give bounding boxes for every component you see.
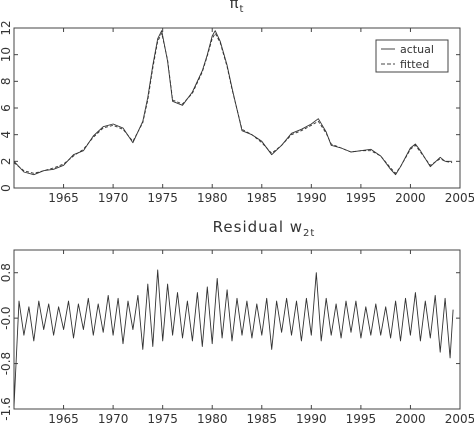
top-y-tick-label: 6: [0, 104, 13, 112]
bottom-x-tick-label: 1980: [197, 412, 228, 426]
top-x-tick-label: 1980: [197, 191, 228, 205]
bottom-x-tick-label: 1995: [346, 412, 377, 426]
top-x-tick-label: 1965: [48, 191, 79, 205]
top-x-tick-label: 1970: [98, 191, 129, 205]
legend-box: [375, 39, 449, 73]
bottom-y-tick-label: -0.0: [0, 306, 13, 329]
bottom-x-tick-label: 1965: [48, 412, 79, 426]
bottom-y-tick-label: -0.8: [0, 352, 13, 375]
bottom-chart-title-subscript: 2t: [303, 228, 315, 239]
bottom-chart-panel: 1965 1970 1975 1980 1985 1990 1995 2000 2005 -1.6…: [0, 249, 474, 426]
top-x-tick-label: 1995: [346, 191, 377, 205]
bottom-x-tick-label: 1990: [296, 412, 327, 426]
legend: actual fitted: [375, 39, 449, 73]
top-y-tick-label: 4: [0, 131, 13, 139]
top-series-fitted: [13, 32, 453, 174]
bottom-x-tick-label: 2000: [395, 412, 426, 426]
bottom-y-tick-label: -1.6: [0, 397, 13, 420]
bottom-x-tick-label: 2005: [445, 412, 474, 426]
top-x-tick-label: 1975: [147, 191, 178, 205]
bottom-x-tick-label: 1985: [247, 412, 278, 426]
top-y-tick-label: 0: [0, 184, 13, 192]
bottom-x-tick-label: 1975: [147, 412, 178, 426]
top-chart-title: πt: [230, 0, 245, 15]
top-y-tick-label: 2: [0, 158, 13, 166]
bottom-chart-title-main: Residual w: [213, 218, 303, 236]
top-x-tick-label: 2005: [445, 191, 474, 205]
top-chart-title-main: π: [230, 0, 240, 12]
top-y-tick-label: 10: [0, 47, 13, 62]
top-x-tick-label: 1990: [296, 191, 327, 205]
bottom-series-residual: [13, 269, 454, 407]
top-chart-panel: 1965 1970 1975 1980 1985 1990 1995 2000 2005 0 2 4 6…: [0, 20, 474, 205]
bottom-x-tick-label: 1970: [98, 412, 129, 426]
top-y-tick-label: 12: [0, 20, 13, 35]
bottom-plot-frame: [13, 249, 461, 410]
top-y-tick-label: 8: [0, 78, 13, 86]
top-chart-title-subscript: t: [240, 4, 245, 15]
bottom-y-tick-label: 0.8: [0, 263, 13, 282]
top-x-tick-label: 1985: [247, 191, 278, 205]
legend-fitted-label: fitted: [400, 58, 429, 71]
legend-actual-label: actual: [400, 43, 434, 56]
bottom-chart-title: Residual w2t: [213, 218, 316, 239]
top-series-actual: [13, 30, 453, 176]
top-x-tick-label: 2000: [395, 191, 426, 205]
